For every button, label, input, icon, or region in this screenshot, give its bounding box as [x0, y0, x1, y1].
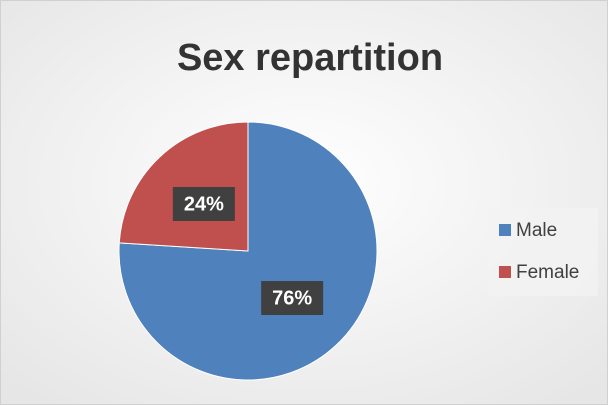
data-label-box	[261, 281, 324, 316]
legend-label: Male	[516, 220, 557, 241]
data-label: 24%	[184, 193, 224, 215]
legend-swatch	[499, 224, 511, 236]
legend-label: Female	[516, 262, 579, 283]
chart-title: Sex repartition	[177, 37, 443, 79]
legend-swatch	[499, 266, 511, 278]
data-label-box	[172, 186, 235, 221]
data-label: 76%	[272, 287, 312, 309]
pie-slice	[118, 121, 378, 381]
legend-box	[488, 208, 598, 296]
